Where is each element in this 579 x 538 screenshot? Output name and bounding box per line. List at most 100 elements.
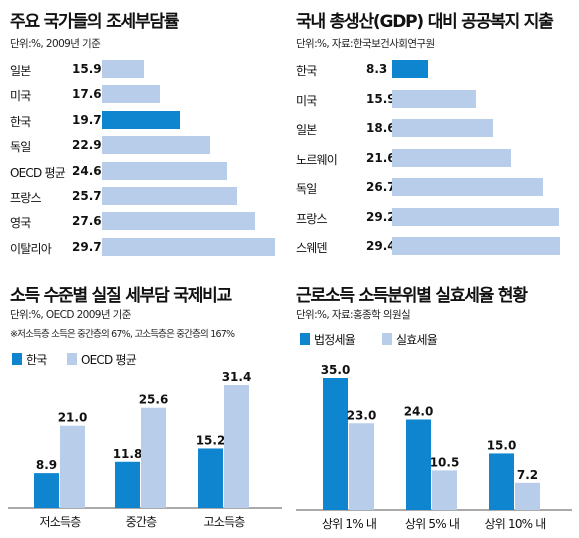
bar xyxy=(392,89,476,108)
bar xyxy=(392,237,560,255)
panel4-legend-statutory: 법정세율 xyxy=(300,331,356,348)
bar xyxy=(60,425,85,508)
value-label: 19.7 xyxy=(72,112,102,127)
bar xyxy=(34,473,59,508)
bar xyxy=(141,407,166,508)
legend-swatch-korea xyxy=(12,353,22,365)
bar-row: OECD 평균 24.6 xyxy=(10,160,280,186)
category-label: OECD 평균 xyxy=(10,165,66,180)
category-label: 노르웨이 xyxy=(296,152,338,167)
value-label: 26.7 xyxy=(366,180,396,194)
bar-row: 미국 17.6 xyxy=(10,83,280,109)
bar-row: 프랑스 25.7 xyxy=(10,185,280,211)
category-label: 스웨덴 xyxy=(296,241,328,255)
bar xyxy=(115,461,140,508)
category-label: 상위 10% 내 xyxy=(484,517,545,531)
bar-row: 독일 26.7 xyxy=(296,176,568,202)
bar-row: 미국 15.9 xyxy=(296,88,568,114)
bar xyxy=(102,161,227,180)
panel3-note: ※저소득층 소득은 중간층의 67%, 고소득층은 중간층의 167% xyxy=(10,329,235,340)
value-label: 21.6 xyxy=(366,150,396,165)
category-label: 독일 xyxy=(296,182,317,196)
panel1-title: 주요 국가들의 조세부담률 xyxy=(10,12,179,32)
category-label: 중간층 xyxy=(126,515,157,529)
category-label: 저소득층 xyxy=(40,515,82,529)
value-label: 21.0 xyxy=(58,411,88,425)
value-label: 18.6 xyxy=(366,121,396,135)
bar xyxy=(392,178,544,196)
bar xyxy=(349,423,374,510)
legend-swatch-effective xyxy=(382,333,392,345)
bar-row: 노르웨이 21.6 xyxy=(296,147,568,173)
panel3-title: 소득 수준별 실질 세부담 국제비교 xyxy=(10,286,232,306)
bar xyxy=(392,207,559,226)
bar-row: 한국 19.7 xyxy=(10,109,280,135)
category-label: 상위 1% 내 xyxy=(322,517,376,531)
value-label: 15.9 xyxy=(72,62,102,76)
bar-row: 스웨덴 29.4 xyxy=(296,235,568,261)
panel4-title: 근로소득 소득분위별 실효세율 현황 xyxy=(296,286,528,306)
legend-label-statutory: 법정세율 xyxy=(314,333,356,347)
value-label: 23.0 xyxy=(347,408,377,422)
bar xyxy=(392,119,493,137)
bar xyxy=(102,110,180,129)
value-label: 24.6 xyxy=(72,163,102,178)
bar xyxy=(392,148,512,167)
value-label: 35.0 xyxy=(321,363,351,377)
value-label: 15.2 xyxy=(196,433,226,447)
category-label: 상위 5% 내 xyxy=(405,517,459,531)
panel3-subtitle: 단위:%, OECD 2009년 기준 xyxy=(10,309,131,321)
bar xyxy=(432,470,457,510)
value-label: 10.5 xyxy=(430,455,460,469)
category-label: 프랑스 xyxy=(296,211,328,226)
value-label: 8.3 xyxy=(366,62,388,76)
bar xyxy=(392,60,429,78)
bar-row: 프랑스 29.2 xyxy=(296,206,568,232)
real-tax-burden-chart: 8.9 21.0 저소득층 11.8 25.6 중간층 15.2 31.4 고소득층 xyxy=(8,370,282,529)
category-label: 한국 xyxy=(296,64,317,78)
bar xyxy=(515,482,540,510)
panel3-legend-korea: 한국 xyxy=(12,351,47,368)
panel1-subtitle: 단위:%, 2009년 기준 xyxy=(10,38,101,50)
value-label: 29.7 xyxy=(72,239,102,254)
bar-row: 한국 8.3 xyxy=(296,58,568,84)
welfare-spending-chart: 한국 8.3 미국 15.9 일본 18.6 노르웨이 21.6 독일 26.7 프랑스 29.2 스웨… xyxy=(296,58,568,255)
category-label: 이탈리아 xyxy=(10,241,52,256)
legend-label-oecd: OECD 평균 xyxy=(81,353,137,367)
category-label: 영국 xyxy=(10,216,31,231)
bar xyxy=(102,60,144,78)
panel3-legend-oecd: OECD 평균 xyxy=(67,351,137,368)
bar xyxy=(489,453,514,510)
bar xyxy=(102,136,211,155)
bar xyxy=(224,385,249,508)
effective-tax-rate-chart: 35.0 23.0 상위 1% 내 24.0 10.5 상위 5% 내 15.0 7.2 상위 … xyxy=(296,363,572,531)
value-label: 8.9 xyxy=(36,458,57,472)
legend-swatch-oecd xyxy=(67,353,77,365)
legend-label-effective: 실효세율 xyxy=(396,333,438,347)
bar xyxy=(102,85,160,104)
panel4-legend-effective: 실효세율 xyxy=(382,331,438,348)
panel2-title: 국내 총생산(GDP) 대비 공공복지 지출 xyxy=(296,12,554,32)
value-label: 29.4 xyxy=(366,239,396,253)
value-label: 31.4 xyxy=(222,370,252,384)
panel4-subtitle: 단위:%, 자료:홍종학 의원실 xyxy=(296,309,411,321)
legend-label-korea: 한국 xyxy=(26,353,47,367)
bar xyxy=(102,187,237,205)
value-label: 22.9 xyxy=(72,138,102,153)
value-label: 25.7 xyxy=(72,189,102,203)
bar-row: 일본 15.9 xyxy=(10,58,280,84)
value-label: 25.6 xyxy=(139,393,169,407)
bar xyxy=(102,237,275,256)
category-label: 독일 xyxy=(10,140,31,155)
legend-swatch-statutory xyxy=(300,333,310,345)
bar xyxy=(406,419,431,510)
category-label: 일본 xyxy=(296,123,317,137)
value-label: 27.6 xyxy=(72,214,102,229)
value-label: 15.9 xyxy=(366,91,396,106)
category-label: 한국 xyxy=(10,114,31,129)
value-label: 11.8 xyxy=(113,447,143,461)
bar-row: 독일 22.9 xyxy=(10,134,280,160)
category-label: 미국 xyxy=(10,89,31,104)
bar xyxy=(198,448,223,508)
tax-burden-chart: 일본 15.9 미국 17.6 한국 19.7 독일 22.9 OECD 평균 24.6 프랑스 25… xyxy=(10,58,280,266)
